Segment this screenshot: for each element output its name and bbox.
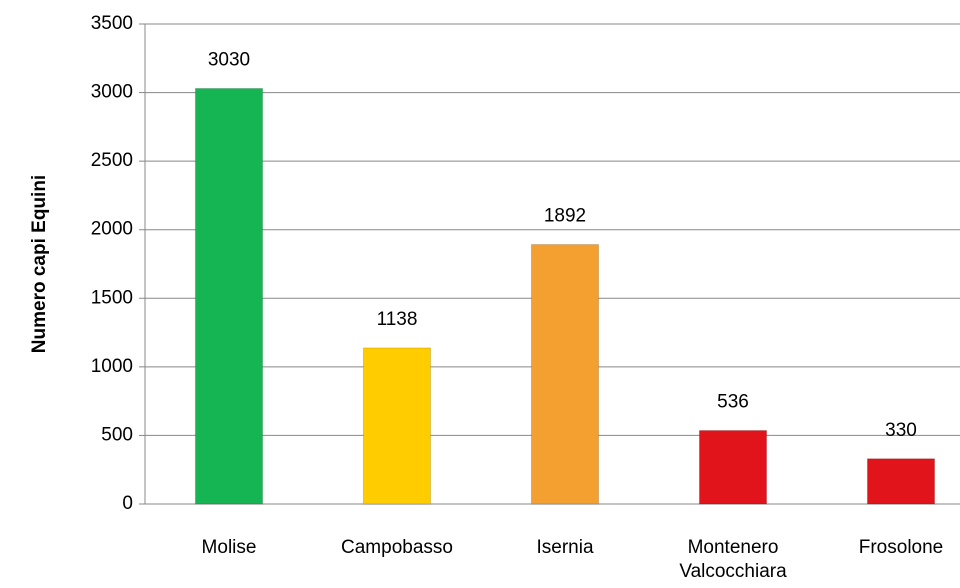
y-tick-label: 2500 bbox=[91, 150, 133, 171]
y-tick-label: 0 bbox=[122, 493, 133, 514]
x-tick-label: Frosolone bbox=[858, 537, 944, 558]
data-label: 536 bbox=[717, 392, 749, 413]
x-tick-label: Isernia bbox=[536, 537, 594, 558]
y-tick-label: 3500 bbox=[91, 13, 133, 34]
bar bbox=[866, 458, 936, 505]
x-tick-label: Molise bbox=[201, 537, 257, 558]
data-label: 1138 bbox=[377, 309, 418, 330]
bar bbox=[698, 429, 768, 505]
y-axis-title: Numero capi Equini bbox=[29, 175, 50, 353]
x-tick-label: Montenero Valcocchiara bbox=[679, 537, 787, 582]
data-label: 3030 bbox=[208, 49, 250, 70]
y-tick-label: 1500 bbox=[91, 287, 133, 308]
y-tick-label: 1000 bbox=[91, 356, 133, 377]
bar bbox=[362, 347, 432, 505]
y-tick-label: 3000 bbox=[91, 82, 133, 103]
y-tick-label: 2000 bbox=[91, 219, 133, 240]
data-label: 1892 bbox=[544, 206, 586, 227]
bar bbox=[530, 244, 600, 505]
data-label: 330 bbox=[885, 420, 917, 441]
y-tick-label: 500 bbox=[101, 424, 133, 445]
bar bbox=[194, 87, 264, 505]
x-tick-label: Campobasso bbox=[341, 537, 453, 558]
